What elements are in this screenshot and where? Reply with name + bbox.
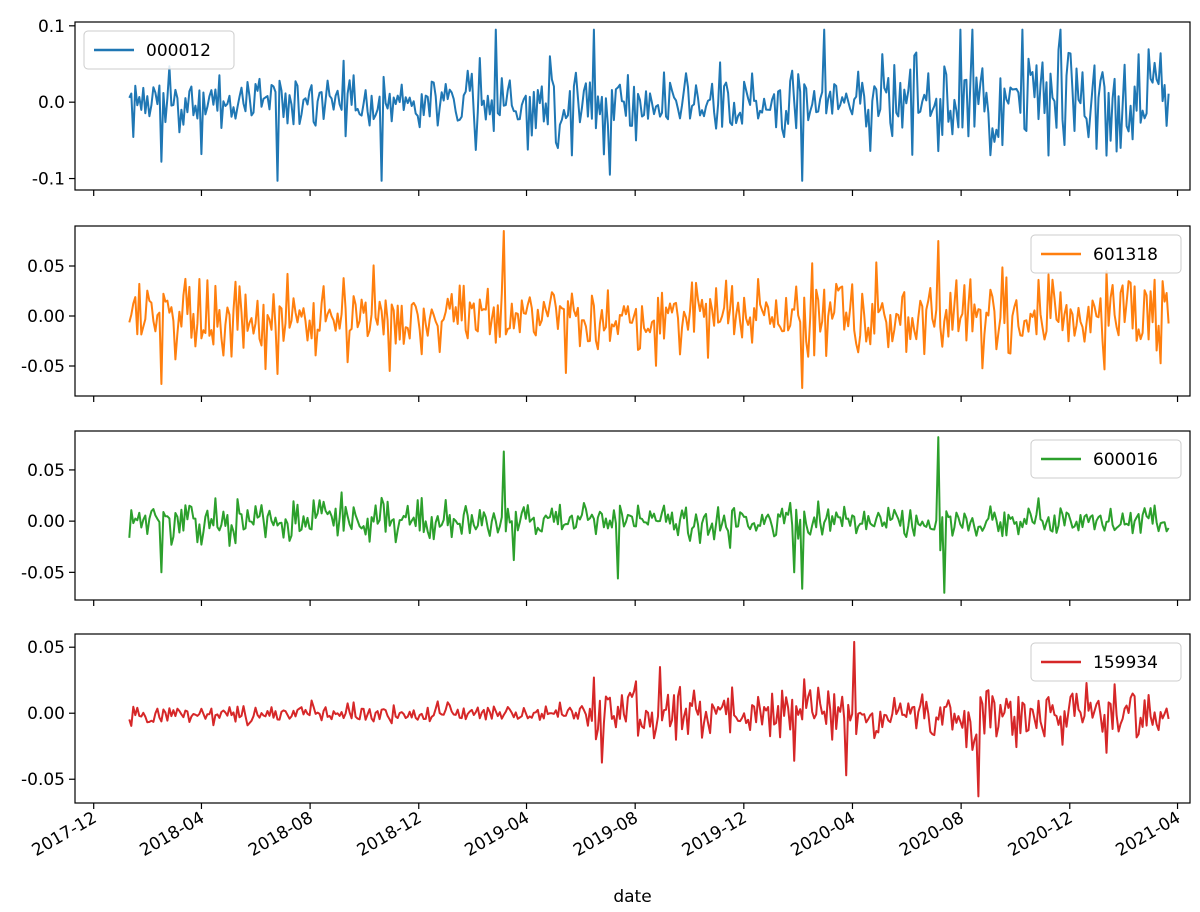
legend-label: 600016 [1093, 450, 1158, 470]
x-tick-label: 2018-12 [354, 808, 426, 861]
series-line-600016 [128, 436, 1170, 594]
legend-label: 000012 [146, 41, 211, 61]
y-tick-label: 0.0 [38, 93, 65, 113]
axes-frame [74, 21, 1191, 191]
y-tick-label: 0.05 [27, 257, 65, 277]
legend-label: 159934 [1093, 653, 1158, 673]
y-tick-label: -0.05 [21, 770, 65, 790]
panel-1: 0.1 0.0 -0.1 000012 [32, 17, 1191, 196]
legend-box [1030, 642, 1182, 682]
y-tick-label: 0.00 [27, 307, 65, 327]
x-tick-label: 2020-08 [896, 808, 968, 861]
x-tick-label: 2017-12 [29, 808, 101, 861]
series-line-159934 [128, 640, 1170, 798]
y-tick-label: 0.1 [38, 17, 65, 37]
y-tick-label: -0.05 [21, 563, 65, 583]
x-tick-label: 2020-04 [787, 808, 859, 861]
x-tick-label: 2018-04 [136, 808, 208, 861]
series-line-601318 [128, 230, 1170, 389]
y-tick-label: 0.05 [27, 638, 65, 658]
x-tick-label: 2018-08 [245, 808, 317, 861]
legend-box [1030, 234, 1182, 274]
y-tick-label: 0.00 [27, 512, 65, 532]
legend-box [83, 30, 235, 70]
legend-box [1030, 439, 1182, 479]
panel-4: 0.05 0.00 -0.05 159934 [21, 633, 1191, 809]
y-tick-label: 0.00 [27, 704, 65, 724]
x-tick-label: 2019-08 [570, 808, 642, 861]
y-tick-label: -0.1 [32, 170, 65, 190]
x-axis-label: date [613, 887, 651, 907]
axes-frame [74, 633, 1191, 804]
series-line-000012 [128, 28, 1170, 182]
y-tick-label: -0.05 [21, 357, 65, 377]
panel-3: 0.05 0.00 -0.05 600016 [21, 430, 1191, 606]
x-tick-label: 2020-12 [1005, 808, 1077, 861]
legend-label: 601318 [1093, 245, 1158, 265]
axes-frame [74, 430, 1191, 601]
x-tick-label: 2021-04 [1113, 808, 1185, 861]
y-tick-label: 0.05 [27, 461, 65, 481]
x-tick-label: 2019-04 [462, 808, 534, 861]
x-tick-label: 2019-12 [679, 808, 751, 861]
axes-frame [74, 225, 1191, 397]
panel-2: 0.05 0.00 -0.05 601318 [21, 225, 1191, 402]
